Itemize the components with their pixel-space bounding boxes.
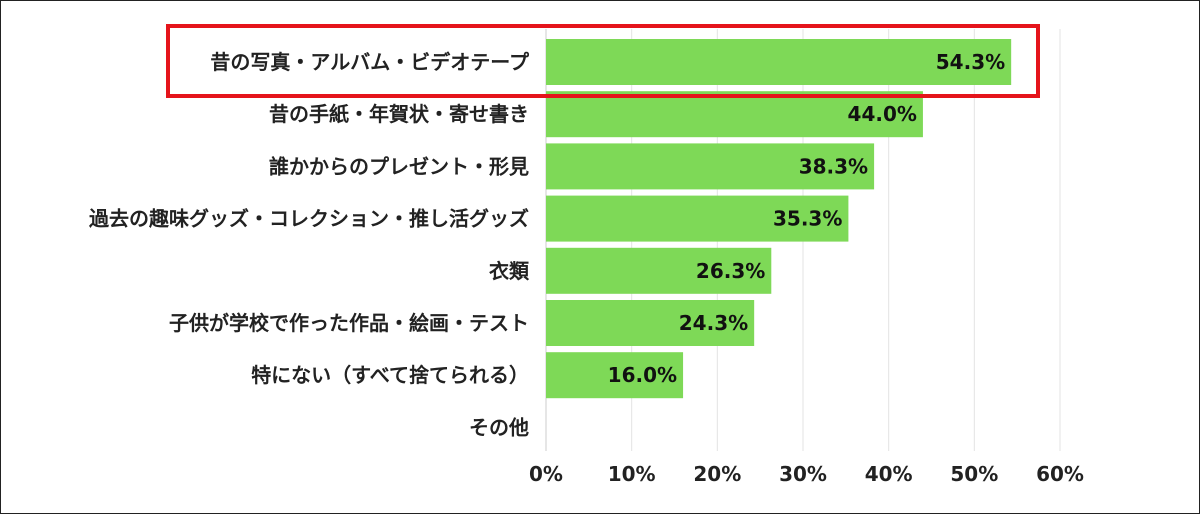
- value-labels: 54.3% 44.0% 38.3% 35.3% 26.3% 24.3% 16.0%: [608, 50, 1005, 387]
- bar: [546, 91, 923, 138]
- category-label: 子供が学校で作った作品・絵画・テスト: [169, 311, 529, 335]
- category-label: 過去の趣味グッズ・コレクション・推し活グッズ: [89, 207, 529, 231]
- x-tick-label: 0%: [529, 462, 563, 486]
- x-tick-label: 20%: [693, 462, 741, 486]
- category-label: 特にない（すべて捨てられる）: [251, 363, 529, 387]
- category-label: 昔の手紙・年賀状・寄せ書き: [269, 102, 529, 126]
- value-label: 26.3%: [696, 259, 765, 283]
- value-label: 24.3%: [679, 311, 748, 335]
- x-tick-label: 40%: [865, 462, 913, 486]
- category-label: 昔の写真・アルバム・ビデオテープ: [210, 50, 530, 74]
- bars: [546, 39, 1012, 399]
- x-tick-label: 10%: [608, 462, 656, 486]
- category-label: 誰かからのプレゼント・形見: [269, 154, 529, 178]
- bar: [546, 143, 875, 190]
- bar: [546, 300, 755, 346]
- category-label: その他: [469, 415, 529, 439]
- bar: [546, 247, 772, 294]
- x-tick-label: 30%: [779, 462, 827, 486]
- x-tick-label: 50%: [950, 462, 998, 486]
- value-label: 44.0%: [848, 102, 917, 126]
- value-label: 38.3%: [799, 154, 868, 178]
- bar: [546, 195, 849, 242]
- category-label: 衣類: [489, 259, 530, 283]
- category-labels: 昔の写真・アルバム・ビデオテープ昔の手紙・年賀状・寄せ書き誰かからのプレゼント・…: [89, 50, 530, 439]
- x-tick-label: 60%: [1036, 462, 1084, 486]
- bar: [546, 352, 684, 399]
- value-label: 35.3%: [773, 207, 842, 231]
- highlight-box: [166, 24, 1040, 98]
- value-label: 54.3%: [936, 50, 1005, 74]
- value-label: 16.0%: [608, 363, 677, 387]
- bar: [546, 39, 1012, 85]
- x-axis-ticks: 0% 10% 20% 30% 40% 50% 60%: [529, 462, 1084, 486]
